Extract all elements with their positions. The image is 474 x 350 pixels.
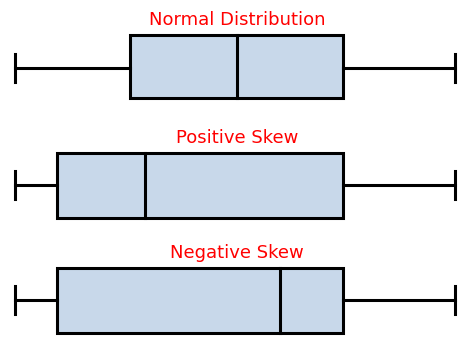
Bar	[57, 153, 343, 218]
Bar	[57, 268, 343, 333]
Text: Positive Skew: Positive Skew	[176, 129, 298, 147]
Text: Normal Distribution: Normal Distribution	[149, 11, 325, 29]
Text: Negative Skew: Negative Skew	[170, 244, 304, 262]
Bar	[130, 35, 343, 98]
